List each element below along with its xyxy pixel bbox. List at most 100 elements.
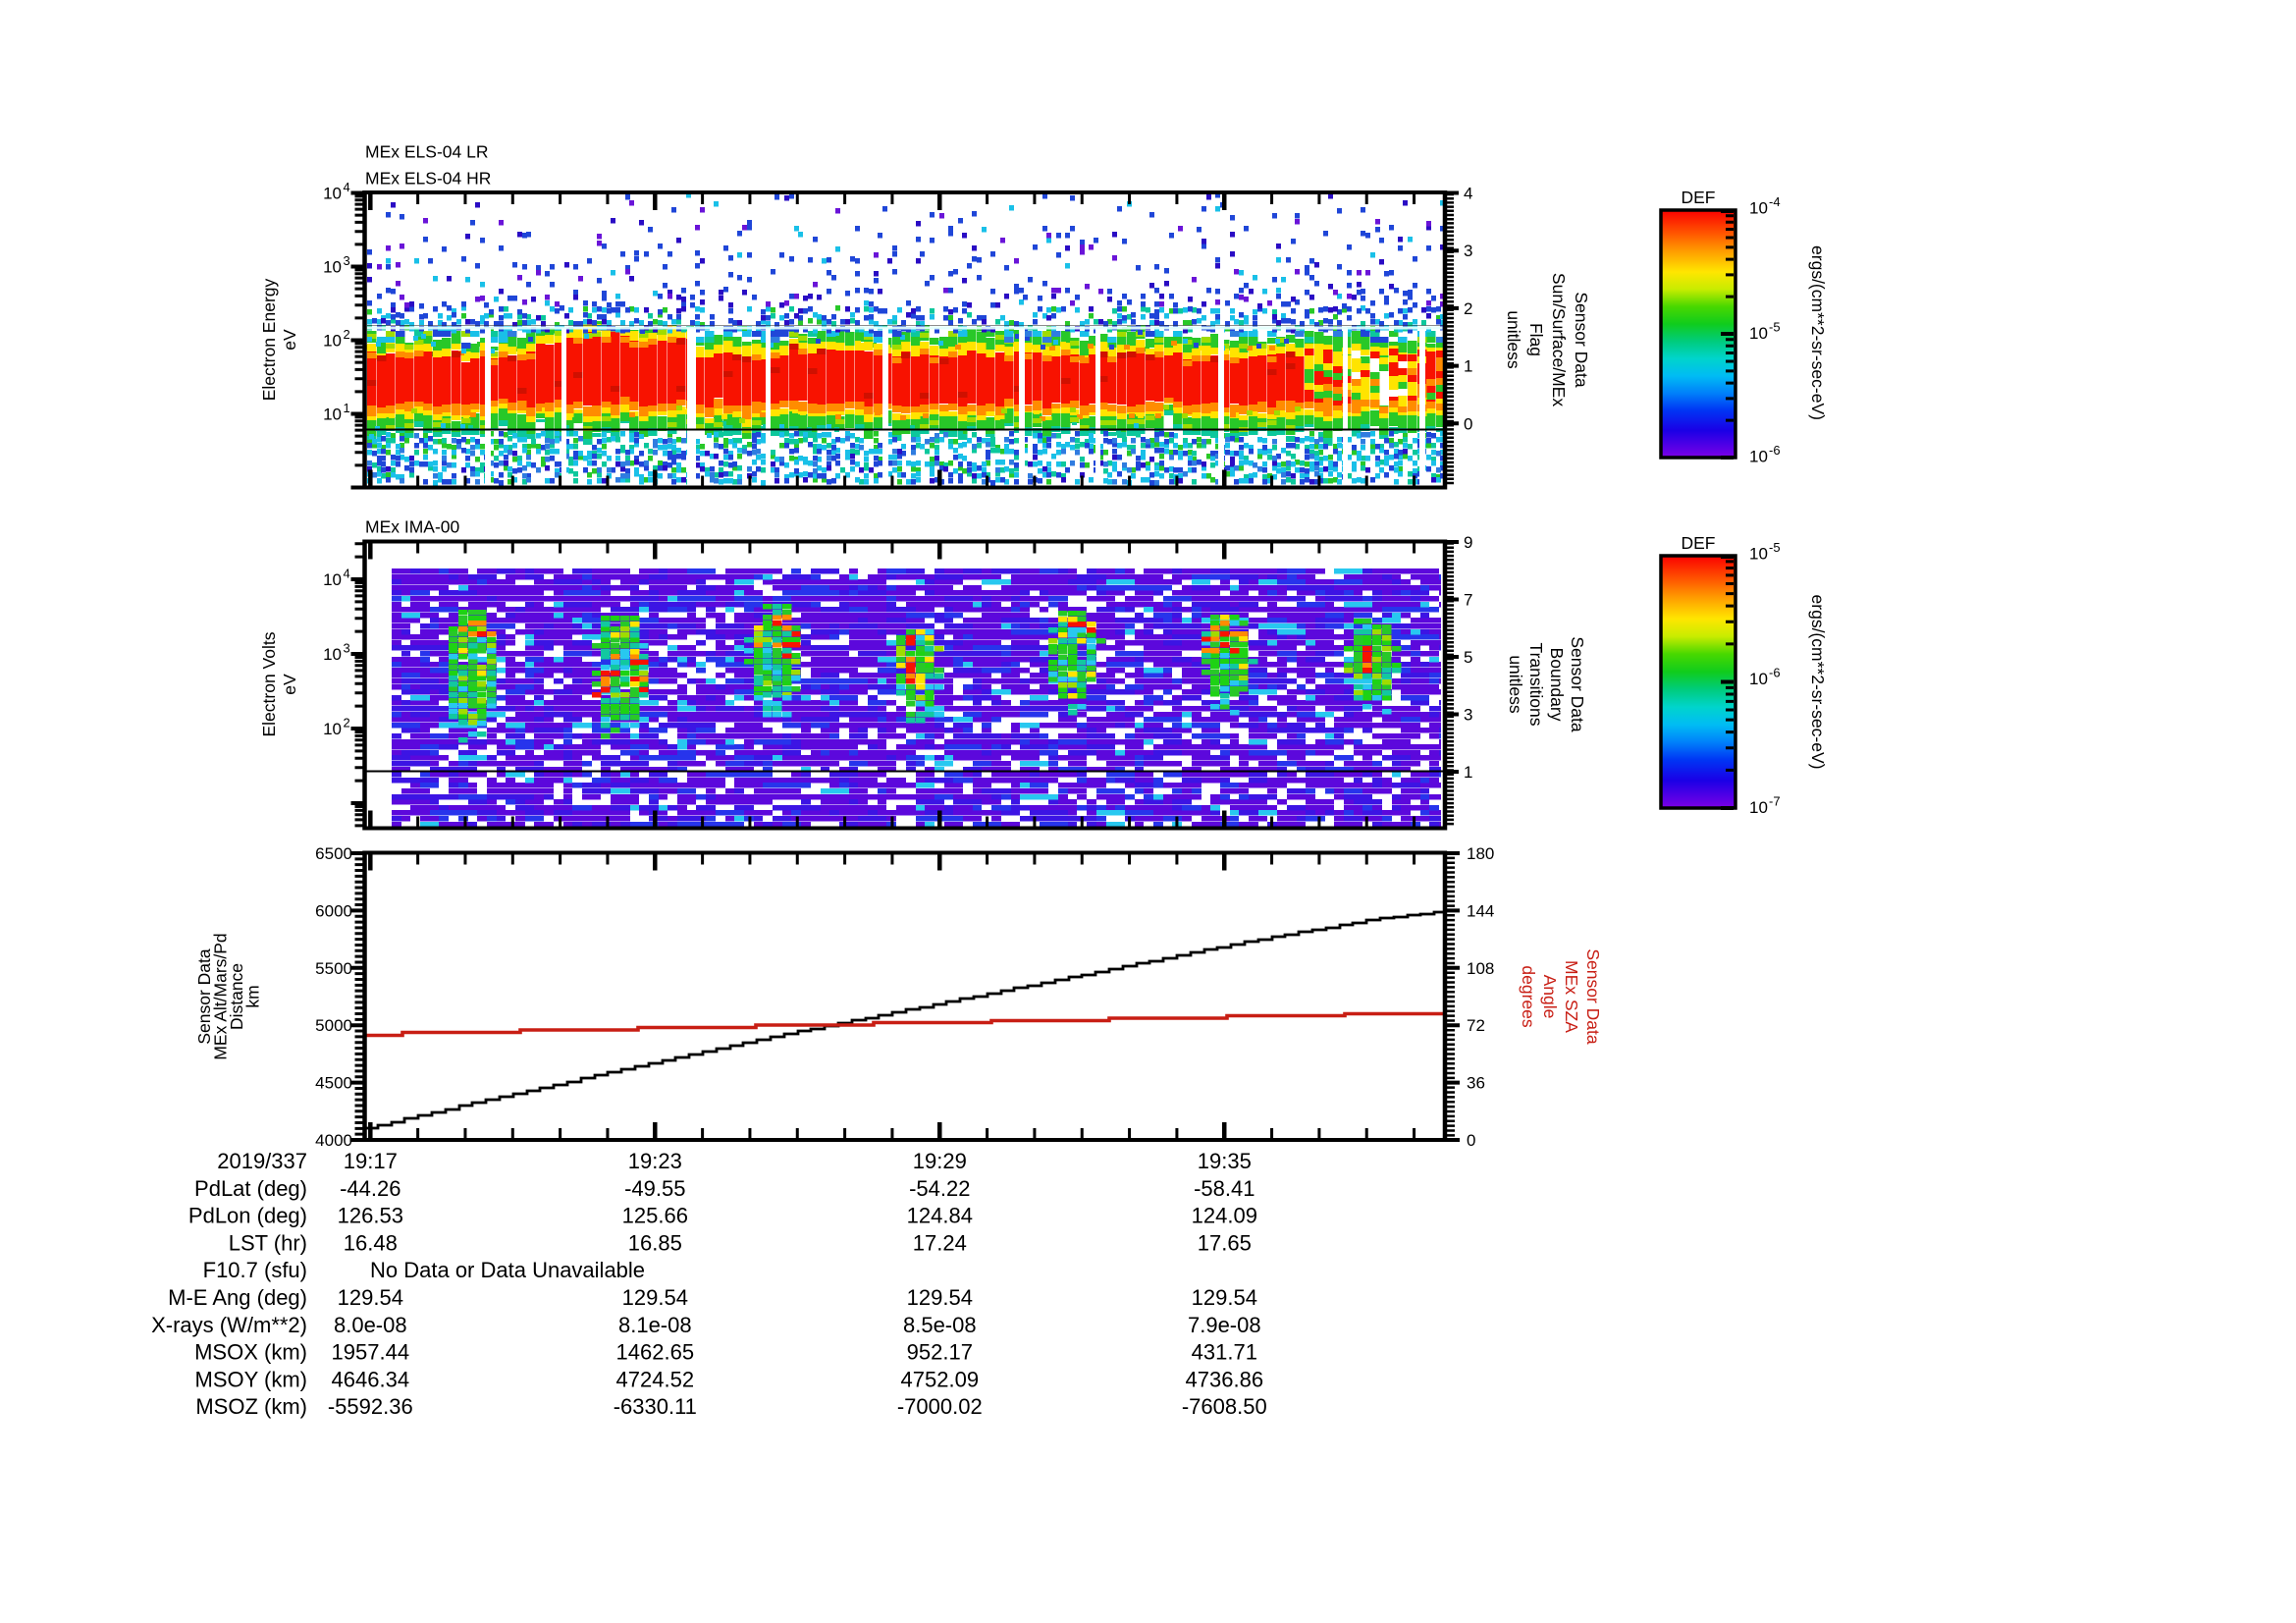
svg-text:Angle: Angle	[1540, 975, 1560, 1019]
svg-text:-5592.36: -5592.36	[328, 1394, 413, 1419]
svg-text:MSOY (km): MSOY (km)	[195, 1367, 307, 1391]
svg-text:-7: -7	[1769, 794, 1781, 809]
svg-text:-6330.11: -6330.11	[614, 1394, 697, 1419]
svg-text:MEx ELS-04 LR: MEx ELS-04 LR	[365, 142, 488, 162]
svg-text:-6: -6	[1769, 443, 1781, 458]
svg-text:9: 9	[1464, 533, 1472, 552]
svg-text:4724.52: 4724.52	[616, 1367, 695, 1391]
svg-text:7: 7	[1464, 591, 1472, 610]
svg-text:-4: -4	[1769, 194, 1781, 209]
svg-text:Boundary: Boundary	[1547, 648, 1567, 722]
svg-text:7.9e-08: 7.9e-08	[1188, 1313, 1261, 1337]
svg-text:ergs/(cm**2-sr-sec-eV): ergs/(cm**2-sr-sec-eV)	[1808, 245, 1828, 420]
svg-text:1: 1	[344, 401, 350, 415]
svg-text:Sun/Surface/MEx: Sun/Surface/MEx	[1549, 273, 1569, 406]
svg-text:Sensor Data: Sensor Data	[194, 948, 214, 1045]
svg-text:129.54: 129.54	[907, 1285, 973, 1310]
svg-text:19:29: 19:29	[913, 1149, 967, 1173]
svg-text:MEx ELS-04 HR: MEx ELS-04 HR	[365, 169, 491, 189]
svg-text:19:23: 19:23	[628, 1149, 682, 1173]
svg-text:0: 0	[1464, 414, 1472, 433]
svg-text:17.24: 17.24	[913, 1230, 967, 1255]
svg-text:10: 10	[1749, 324, 1768, 343]
svg-text:-5: -5	[1769, 320, 1781, 335]
svg-text:-7608.50: -7608.50	[1182, 1394, 1267, 1419]
svg-text:10: 10	[323, 406, 342, 424]
svg-text:10: 10	[323, 645, 342, 664]
svg-text:-58.41: -58.41	[1194, 1176, 1255, 1201]
svg-text:4: 4	[1464, 185, 1472, 203]
svg-text:10: 10	[323, 185, 342, 203]
svg-text:2: 2	[1464, 299, 1472, 318]
svg-text:1957.44: 1957.44	[332, 1340, 410, 1365]
svg-text:MSOZ (km): MSOZ (km)	[195, 1394, 307, 1419]
svg-text:129.54: 129.54	[338, 1285, 403, 1310]
svg-text:72: 72	[1467, 1016, 1485, 1035]
svg-text:1: 1	[1464, 763, 1472, 782]
svg-text:125.66: 125.66	[622, 1204, 688, 1228]
svg-text:16.48: 16.48	[344, 1230, 398, 1255]
svg-text:3: 3	[344, 641, 350, 656]
svg-text:PdLon (deg): PdLon (deg)	[188, 1204, 307, 1228]
svg-text:2: 2	[344, 716, 350, 730]
svg-text:4000: 4000	[315, 1131, 352, 1150]
svg-text:0: 0	[1467, 1131, 1475, 1150]
svg-text:4500: 4500	[315, 1074, 352, 1093]
svg-text:Sensor Data: Sensor Data	[1568, 636, 1587, 732]
svg-text:3: 3	[1464, 706, 1472, 725]
svg-text:Sensor Data: Sensor Data	[1583, 948, 1603, 1045]
svg-text:unitless: unitless	[1506, 655, 1525, 714]
svg-text:180: 180	[1467, 844, 1494, 863]
svg-text:F10.7 (sfu): F10.7 (sfu)	[203, 1258, 307, 1282]
svg-text:4: 4	[344, 567, 350, 581]
svg-text:126.53: 126.53	[338, 1204, 403, 1228]
svg-text:129.54: 129.54	[622, 1285, 688, 1310]
svg-text:Transitions: Transitions	[1526, 643, 1546, 727]
svg-text:5: 5	[1464, 648, 1472, 667]
svg-text:3: 3	[344, 253, 350, 268]
svg-text:PdLat (deg): PdLat (deg)	[194, 1176, 307, 1201]
svg-text:10: 10	[1749, 448, 1768, 466]
svg-text:4752.09: 4752.09	[901, 1367, 980, 1391]
svg-text:MEx Alt/Mars/Pd: MEx Alt/Mars/Pd	[211, 933, 231, 1059]
svg-text:M-E Ang (deg): M-E Ang (deg)	[168, 1285, 307, 1310]
svg-text:2019/337: 2019/337	[217, 1149, 307, 1173]
svg-text:17.65: 17.65	[1198, 1230, 1252, 1255]
svg-text:Sensor Data: Sensor Data	[1572, 292, 1591, 388]
svg-text:10: 10	[1749, 199, 1768, 218]
svg-text:eV: eV	[280, 674, 299, 695]
svg-text:unitless: unitless	[1504, 310, 1523, 369]
svg-text:-7000.02: -7000.02	[897, 1394, 983, 1419]
svg-text:km: km	[243, 985, 263, 1007]
svg-text:10: 10	[1749, 545, 1768, 564]
svg-text:-49.55: -49.55	[624, 1176, 685, 1201]
svg-text:8.5e-08: 8.5e-08	[903, 1313, 977, 1337]
svg-text:2: 2	[344, 327, 350, 342]
svg-text:144: 144	[1467, 901, 1494, 920]
svg-text:4736.86: 4736.86	[1186, 1367, 1264, 1391]
svg-text:LST (hr): LST (hr)	[229, 1230, 307, 1255]
svg-text:36: 36	[1467, 1074, 1485, 1093]
svg-text:degrees: degrees	[1519, 965, 1538, 1027]
svg-text:19:35: 19:35	[1198, 1149, 1252, 1173]
svg-text:3: 3	[1464, 242, 1472, 260]
svg-text:10: 10	[323, 720, 342, 738]
svg-text:Flag: Flag	[1526, 323, 1546, 356]
svg-text:1462.65: 1462.65	[616, 1340, 695, 1365]
svg-text:8.0e-08: 8.0e-08	[334, 1313, 407, 1337]
svg-text:124.84: 124.84	[907, 1204, 973, 1228]
svg-text:5500: 5500	[315, 959, 352, 978]
svg-text:MEx SZA: MEx SZA	[1562, 960, 1581, 1033]
svg-text:5000: 5000	[315, 1016, 352, 1035]
svg-text:4646.34: 4646.34	[332, 1367, 410, 1391]
svg-text:DEF: DEF	[1682, 188, 1716, 207]
svg-text:-44.26: -44.26	[340, 1176, 400, 1201]
svg-text:10: 10	[323, 332, 342, 351]
svg-text:Electron Energy: Electron Energy	[259, 278, 279, 401]
svg-text:1: 1	[1464, 357, 1472, 376]
svg-text:DEF: DEF	[1682, 533, 1716, 553]
svg-text:No Data or Data Unavailable: No Data or Data Unavailable	[370, 1258, 645, 1282]
svg-text:Distance: Distance	[227, 963, 246, 1030]
svg-text:MEx IMA-00: MEx IMA-00	[365, 517, 460, 537]
svg-text:8.1e-08: 8.1e-08	[618, 1313, 692, 1337]
